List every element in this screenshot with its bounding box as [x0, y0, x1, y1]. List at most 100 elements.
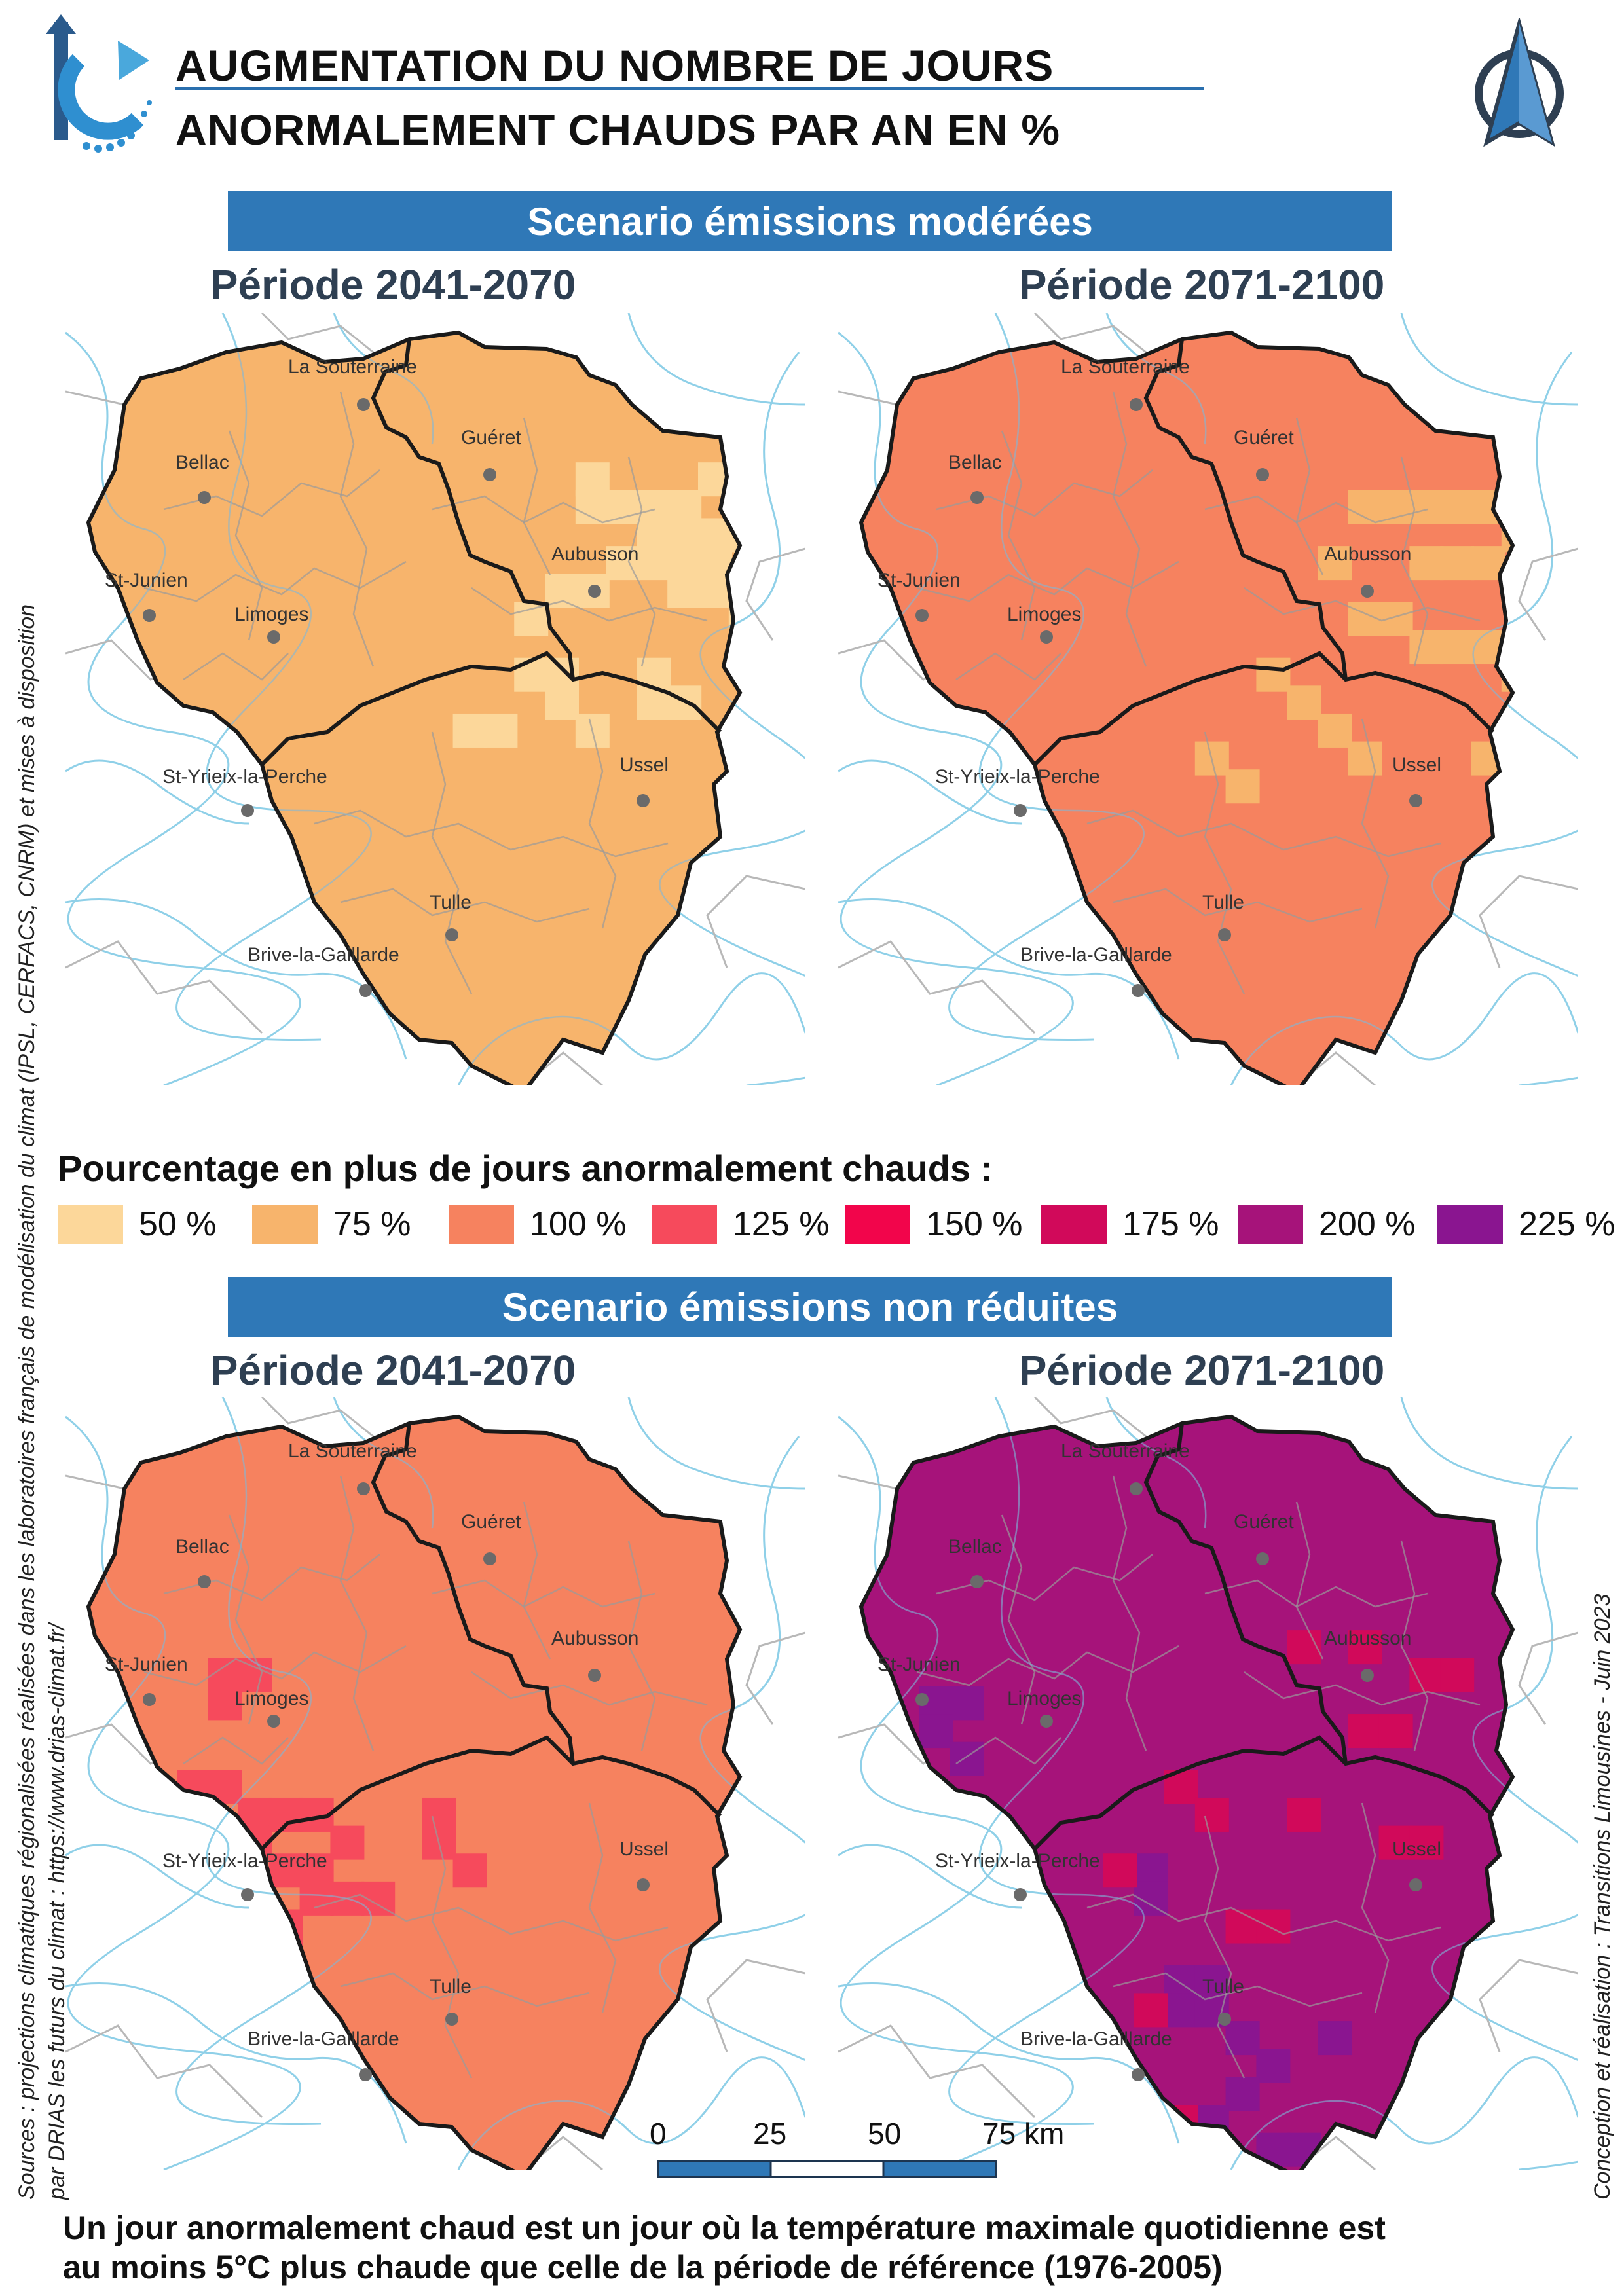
legend-label: 225 % [1519, 1205, 1615, 1243]
legend-item: 125 % [652, 1203, 829, 1245]
city-label: Bellac [175, 1536, 229, 1558]
department-border [260, 1735, 722, 1851]
legend-swatch [652, 1205, 717, 1244]
boundary-line [261, 313, 374, 354]
river-line [1431, 352, 1578, 1085]
period-title-unreduced-2041: Période 2041-2070 [210, 1347, 576, 1394]
grid-cell [1378, 1825, 1413, 1860]
grid-cell [1348, 741, 1382, 776]
compass-north-arrow-icon [1475, 18, 1564, 147]
city-marker [1256, 468, 1269, 481]
grid-cell [1440, 1658, 1475, 1692]
grid-cell [1409, 490, 1444, 524]
city-marker [445, 2013, 458, 2026]
city-marker [267, 630, 280, 644]
period-title-moderate-2041: Période 2041-2070 [210, 261, 576, 308]
city-marker [1409, 1878, 1422, 1891]
boundary-line [1479, 1959, 1578, 2052]
city-label: Aubusson [1324, 543, 1411, 565]
city-label: Brive-la-Gaillarde [248, 2028, 399, 2050]
city-label: Bellac [948, 1536, 1002, 1558]
grid-cell [1501, 657, 1513, 692]
department-border [1033, 651, 1495, 767]
grid-cell [422, 1797, 456, 1832]
grid-cell [1287, 685, 1321, 720]
city-marker [1132, 2068, 1145, 2081]
legend-item: 200 % [1238, 1203, 1415, 1245]
title-line-1: AUGMENTATION DU NOMBRE DE JOURS [175, 41, 1054, 90]
grid-cell [545, 685, 579, 720]
department-border [1143, 1423, 1348, 1764]
river-line [1400, 313, 1578, 406]
city-marker [1040, 1715, 1053, 1728]
grid-cell [1318, 713, 1352, 748]
grid-cell [1256, 657, 1291, 692]
river-line [658, 352, 805, 1085]
grid-cell [1440, 630, 1475, 665]
title-underline [175, 87, 1204, 90]
city-label: Tulle [430, 892, 471, 913]
grid-cell [606, 490, 640, 524]
grid-cell [1409, 1825, 1444, 1860]
grid-cell [1440, 490, 1475, 524]
city-label: Aubusson [1324, 1628, 1411, 1649]
legend-label: 100 % [530, 1205, 627, 1243]
grid-cell [1194, 2105, 1229, 2139]
boundary-line [261, 1397, 374, 1438]
city-label: Brive-la-Gaillarde [248, 944, 399, 966]
city-marker [637, 794, 650, 807]
legend-item: 75 % [252, 1203, 411, 1245]
river-line [65, 1844, 249, 1909]
grid-cell [1378, 490, 1413, 524]
footer-line-1: Un jour anormalement chaud est un jour o… [63, 2210, 1386, 2246]
city-label: Ussel [1392, 1838, 1441, 1860]
city-marker [1132, 984, 1145, 997]
city-label: Guéret [1234, 427, 1294, 448]
region-outline [858, 330, 1515, 1085]
grid-cell [268, 2132, 303, 2167]
river-line [1431, 1436, 1578, 2170]
scale-label-50: 50 [868, 2117, 902, 2151]
boundary-line [745, 547, 805, 641]
boundary-line [706, 1959, 805, 2052]
city-label: St-Junien [877, 1654, 961, 1675]
city-label: Guéret [461, 427, 521, 448]
city-label: Tulle [1202, 892, 1244, 913]
legend-item: 225 % [1437, 1203, 1615, 1245]
city-marker [483, 468, 496, 481]
grid-cell [1225, 2021, 1260, 2056]
period-title-unreduced-2071: Période 2071-2100 [1018, 1347, 1385, 1394]
legend-item: 100 % [449, 1203, 626, 1245]
department-border [1143, 338, 1348, 680]
city-label: Limoges [234, 604, 308, 625]
grid-cell [483, 713, 518, 748]
department-border [1033, 1735, 1495, 1851]
boundary-line [1033, 313, 1147, 354]
river-line [65, 759, 249, 825]
river-line [838, 898, 1180, 1060]
city-label: Bellac [175, 452, 229, 473]
boundary-line [1033, 1397, 1147, 1438]
grid-cell [1409, 1658, 1444, 1692]
river-line [65, 1982, 407, 2144]
city-marker [359, 2068, 372, 2081]
city-marker [357, 398, 370, 411]
department-border [371, 1423, 575, 1764]
grid-cell [1409, 546, 1444, 581]
city-marker [267, 1715, 280, 1728]
sources-line-1: Sources : projections climatiques région… [14, 604, 39, 2200]
grid-cell [1256, 2049, 1291, 2083]
region-outline [86, 1414, 743, 2170]
city-label: St-Junien [105, 1654, 188, 1675]
grid-cell [760, 630, 794, 664]
boundary-line [838, 940, 1036, 1034]
grid-cell [208, 2160, 242, 2170]
grid-cell [452, 1853, 487, 1888]
scale-label-75km: 75 km [982, 2117, 1065, 2151]
city-marker [1130, 398, 1143, 411]
legend-swatch [1041, 1205, 1107, 1244]
title-line-2: ANORMALEMENT CHAUDS PAR AN EN % [175, 105, 1060, 154]
grid-cell [330, 1825, 365, 1860]
map-unreduced-2041: La Souterraine Guéret Bellac Aubusson St-Jun… [65, 1397, 805, 2170]
city-label: St-Yrieix-la-Perche [162, 1850, 327, 1872]
